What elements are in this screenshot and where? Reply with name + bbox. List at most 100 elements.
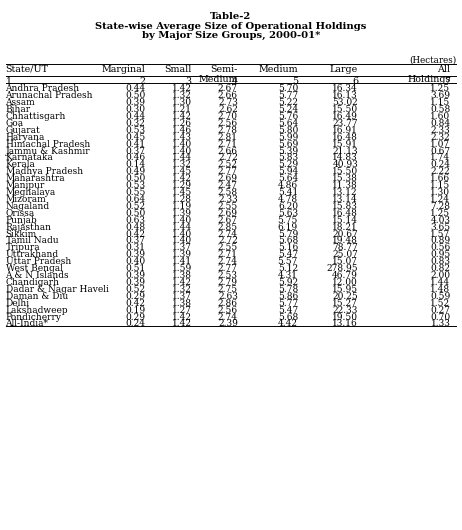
Text: 15.38: 15.38 bbox=[332, 174, 358, 183]
Text: 1.42: 1.42 bbox=[172, 84, 192, 93]
Text: 78.77: 78.77 bbox=[332, 243, 358, 252]
Text: 20.67: 20.67 bbox=[332, 229, 358, 239]
Text: 2.67: 2.67 bbox=[218, 84, 238, 93]
Text: 0.30: 0.30 bbox=[126, 105, 146, 114]
Text: 13.16: 13.16 bbox=[332, 320, 358, 329]
Text: 2.66: 2.66 bbox=[218, 91, 238, 100]
Text: 53.02: 53.02 bbox=[332, 98, 358, 107]
Text: 0.27: 0.27 bbox=[431, 306, 450, 315]
Text: 0.53: 0.53 bbox=[125, 181, 146, 190]
Text: Table-2: Table-2 bbox=[210, 12, 252, 21]
Text: Sikkim: Sikkim bbox=[6, 229, 37, 239]
Text: 3.65: 3.65 bbox=[430, 223, 450, 232]
Text: 0.39: 0.39 bbox=[126, 98, 146, 107]
Text: 1.59: 1.59 bbox=[171, 264, 192, 273]
Text: 2.85: 2.85 bbox=[218, 223, 238, 232]
Text: Kerala: Kerala bbox=[6, 161, 36, 170]
Text: Dadar & Nagar Haveli: Dadar & Nagar Haveli bbox=[6, 285, 109, 294]
Text: 16.34: 16.34 bbox=[332, 84, 358, 93]
Text: 5.47: 5.47 bbox=[278, 250, 298, 259]
Text: 2.86: 2.86 bbox=[218, 299, 238, 308]
Text: 1.25: 1.25 bbox=[430, 209, 450, 218]
Text: 0.56: 0.56 bbox=[430, 243, 450, 252]
Text: 1.39: 1.39 bbox=[172, 250, 192, 259]
Text: 2: 2 bbox=[140, 77, 146, 86]
Text: 0.42: 0.42 bbox=[126, 299, 146, 308]
Text: 4.42: 4.42 bbox=[278, 320, 298, 329]
Text: (Hectares): (Hectares) bbox=[409, 56, 456, 65]
Text: 2.33: 2.33 bbox=[431, 126, 450, 135]
Text: 0.44: 0.44 bbox=[125, 112, 146, 121]
Text: Madhya Pradesh: Madhya Pradesh bbox=[6, 167, 83, 176]
Text: 5.77: 5.77 bbox=[278, 91, 298, 100]
Text: Maharashtra: Maharashtra bbox=[6, 174, 65, 183]
Text: 2.69: 2.69 bbox=[218, 209, 238, 218]
Text: 6.19: 6.19 bbox=[278, 223, 298, 232]
Text: 18.21: 18.21 bbox=[332, 223, 358, 232]
Text: 1.48: 1.48 bbox=[430, 285, 450, 294]
Text: 4.86: 4.86 bbox=[278, 181, 298, 190]
Text: Gujarat: Gujarat bbox=[6, 126, 40, 135]
Text: 1.37: 1.37 bbox=[172, 243, 192, 252]
Text: 5.79: 5.79 bbox=[278, 229, 298, 239]
Text: 0.19: 0.19 bbox=[125, 306, 146, 315]
Text: 1.25: 1.25 bbox=[430, 84, 450, 93]
Text: 5.39: 5.39 bbox=[278, 146, 298, 155]
Text: 2.55: 2.55 bbox=[218, 243, 238, 252]
Text: Marginal: Marginal bbox=[102, 65, 146, 74]
Text: 1.46: 1.46 bbox=[171, 126, 192, 135]
Text: 1.52: 1.52 bbox=[430, 299, 450, 308]
Text: 1.42: 1.42 bbox=[172, 320, 192, 329]
Text: 0.89: 0.89 bbox=[430, 236, 450, 245]
Text: 2.81: 2.81 bbox=[218, 132, 238, 142]
Text: State-wise Average Size of Operational Holdings: State-wise Average Size of Operational H… bbox=[95, 22, 367, 31]
Text: 1.40: 1.40 bbox=[171, 139, 192, 148]
Text: 2.74: 2.74 bbox=[218, 257, 238, 266]
Text: Meghalaya: Meghalaya bbox=[6, 188, 56, 197]
Text: All
Holdings: All Holdings bbox=[407, 65, 450, 84]
Text: 0.50: 0.50 bbox=[125, 91, 146, 100]
Text: 0.37: 0.37 bbox=[126, 146, 146, 155]
Text: 5.57: 5.57 bbox=[278, 257, 298, 266]
Text: Goa: Goa bbox=[6, 119, 24, 128]
Text: 16.48: 16.48 bbox=[332, 209, 358, 218]
Text: 1.39: 1.39 bbox=[172, 209, 192, 218]
Text: 2.79: 2.79 bbox=[218, 278, 238, 287]
Text: 0.39: 0.39 bbox=[126, 278, 146, 287]
Text: 4.03: 4.03 bbox=[431, 216, 450, 225]
Text: 40.93: 40.93 bbox=[332, 161, 358, 170]
Text: 0.40: 0.40 bbox=[125, 257, 146, 266]
Text: 0.31: 0.31 bbox=[126, 243, 146, 252]
Text: 2.78: 2.78 bbox=[218, 126, 238, 135]
Text: 5.68: 5.68 bbox=[278, 313, 298, 322]
Text: 0.59: 0.59 bbox=[430, 292, 450, 301]
Text: 0.29: 0.29 bbox=[126, 292, 146, 301]
Text: 2.71: 2.71 bbox=[218, 250, 238, 259]
Text: 5.68: 5.68 bbox=[278, 236, 298, 245]
Text: 5.16: 5.16 bbox=[278, 243, 298, 252]
Text: 0.44: 0.44 bbox=[125, 84, 146, 93]
Text: 1.57: 1.57 bbox=[430, 229, 450, 239]
Text: 2.39: 2.39 bbox=[218, 320, 238, 329]
Text: 25.07: 25.07 bbox=[332, 250, 358, 259]
Text: 5.75: 5.75 bbox=[278, 216, 298, 225]
Text: 0.24: 0.24 bbox=[431, 161, 450, 170]
Text: 19.48: 19.48 bbox=[332, 236, 358, 245]
Text: 5.78: 5.78 bbox=[278, 285, 298, 294]
Text: 0.39: 0.39 bbox=[126, 250, 146, 259]
Text: 2.77: 2.77 bbox=[218, 167, 238, 176]
Text: Tripura: Tripura bbox=[6, 243, 40, 252]
Text: 1.60: 1.60 bbox=[430, 112, 450, 121]
Text: Small: Small bbox=[164, 65, 192, 74]
Text: 5.77: 5.77 bbox=[278, 299, 298, 308]
Text: 6.20: 6.20 bbox=[278, 202, 298, 211]
Text: 5.47: 5.47 bbox=[278, 306, 298, 315]
Text: 2.70: 2.70 bbox=[218, 112, 238, 121]
Text: 1.19: 1.19 bbox=[171, 202, 192, 211]
Text: 2.22: 2.22 bbox=[431, 167, 450, 176]
Text: 20.25: 20.25 bbox=[332, 292, 358, 301]
Text: 6: 6 bbox=[352, 77, 358, 86]
Text: 4: 4 bbox=[232, 77, 238, 86]
Text: 2.00: 2.00 bbox=[431, 271, 450, 280]
Text: 0.83: 0.83 bbox=[431, 257, 450, 266]
